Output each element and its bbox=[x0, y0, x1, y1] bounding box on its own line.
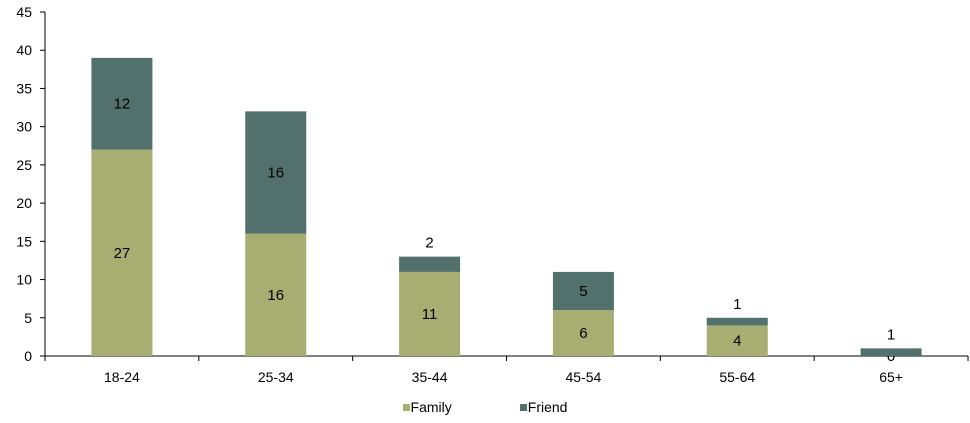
y-tick-label: 35 bbox=[16, 80, 32, 96]
legend-item-friend: Friend bbox=[519, 396, 568, 418]
data-label-friend: 1 bbox=[733, 296, 741, 313]
data-label-family: 4 bbox=[733, 333, 741, 350]
data-label-friend: 12 bbox=[114, 96, 131, 113]
bar-family bbox=[706, 325, 768, 356]
x-tick-label: 18-24 bbox=[104, 369, 140, 385]
y-tick-label: 25 bbox=[16, 157, 32, 173]
data-label-friend: 5 bbox=[579, 283, 587, 300]
data-label-family: 0 bbox=[887, 348, 895, 365]
data-label-family: 11 bbox=[422, 306, 438, 323]
legend-label-family: Family bbox=[410, 399, 452, 415]
data-label-friend: 16 bbox=[267, 165, 284, 182]
y-tick-label: 5 bbox=[24, 310, 32, 326]
bar-friend bbox=[399, 256, 461, 272]
y-tick-label: 45 bbox=[16, 4, 32, 20]
bar-friend bbox=[91, 57, 153, 150]
data-label-friend: 1 bbox=[887, 326, 895, 343]
data-label-family: 16 bbox=[267, 287, 284, 304]
x-tick-label: 45-54 bbox=[566, 369, 602, 385]
legend-swatch-family bbox=[402, 403, 410, 411]
y-tick-label: 15 bbox=[16, 233, 32, 249]
stacked-bar-chart: 051015202530354045271218-24161625-341123… bbox=[16, 4, 969, 385]
data-label-family: 6 bbox=[579, 325, 587, 342]
x-tick-label: 35-44 bbox=[412, 369, 448, 385]
bar-family bbox=[399, 271, 461, 356]
data-label-family: 27 bbox=[114, 245, 131, 262]
y-tick-label: 40 bbox=[16, 42, 32, 58]
bar-friend bbox=[245, 111, 307, 234]
data-label-friend: 2 bbox=[425, 235, 433, 252]
legend-label-friend: Friend bbox=[527, 399, 568, 415]
y-tick-label: 0 bbox=[24, 348, 32, 364]
bar-friend bbox=[706, 317, 768, 326]
x-tick-label: 55-64 bbox=[719, 369, 755, 385]
bar-friend bbox=[552, 271, 614, 311]
bar-family bbox=[552, 310, 614, 356]
y-tick-label: 10 bbox=[16, 272, 32, 288]
x-tick-label: 25-34 bbox=[258, 369, 294, 385]
legend: Family Friend bbox=[0, 396, 970, 418]
legend-swatch-friend bbox=[519, 403, 527, 411]
y-tick-label: 20 bbox=[16, 195, 32, 211]
bar-family bbox=[245, 233, 307, 356]
bar-friend bbox=[860, 348, 922, 356]
y-tick-label: 30 bbox=[16, 119, 32, 135]
x-tick-label: 65+ bbox=[879, 369, 903, 385]
bar-family bbox=[91, 149, 153, 356]
legend-item-family: Family bbox=[402, 396, 452, 418]
